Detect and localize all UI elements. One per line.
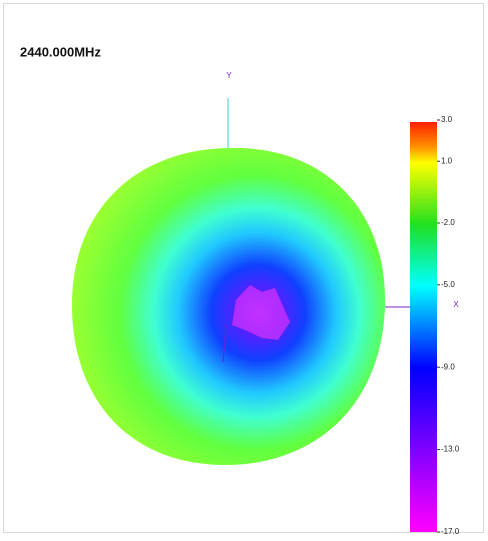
color-tick-label: -2.0 <box>441 218 455 227</box>
y-axis-label: Y <box>226 71 232 80</box>
color-tick-label: -17.0 <box>441 527 460 536</box>
color-scale <box>410 122 437 532</box>
color-tick-label: -9.0 <box>441 362 455 371</box>
frequency-title: 2440.000MHz <box>20 44 101 59</box>
radiation-pattern <box>72 147 385 466</box>
color-tick-label: 3.0 <box>441 115 453 124</box>
color-tick-label: -13.0 <box>441 445 460 454</box>
color-tick-label: -5.0 <box>441 280 455 289</box>
pattern-core <box>232 285 290 340</box>
color-tick-label: 1.0 <box>441 156 453 165</box>
x-axis-label: X <box>453 300 459 309</box>
z-axis-line <box>222 324 227 363</box>
